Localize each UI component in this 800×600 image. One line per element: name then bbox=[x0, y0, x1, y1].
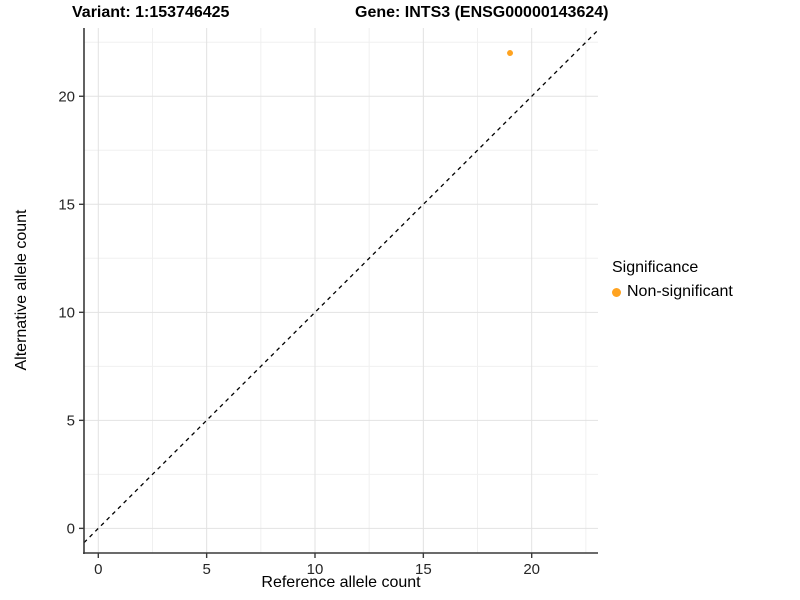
x-tick-label: 5 bbox=[202, 561, 210, 578]
y-tick-label: 15 bbox=[58, 196, 75, 213]
x-tick-label: 10 bbox=[307, 561, 324, 578]
legend-item: Non-significant bbox=[612, 283, 733, 301]
y-tick-label: 5 bbox=[67, 412, 75, 429]
y-tick-label: 20 bbox=[58, 88, 75, 105]
x-tick-label: 15 bbox=[415, 561, 432, 578]
y-axis-title: Alternative allele count bbox=[13, 209, 30, 371]
identity-line bbox=[83, 29, 599, 544]
legend: Significance Non-significant bbox=[612, 259, 733, 301]
dot-icon bbox=[612, 287, 621, 297]
x-tick-label: 0 bbox=[94, 561, 102, 578]
x-tick-label: 20 bbox=[523, 561, 540, 578]
variant-title: Variant: 1:153746425 bbox=[72, 4, 230, 21]
y-tick-label: 10 bbox=[58, 304, 75, 321]
legend-title: Significance bbox=[612, 259, 699, 276]
legend-item-label: Non-significant bbox=[627, 283, 733, 300]
data-point bbox=[507, 50, 514, 57]
y-tick-label: 0 bbox=[67, 520, 75, 537]
x-axis-title: Reference allele count bbox=[261, 574, 421, 591]
gene-title: Gene: INTS3 (ENSG00000143624) bbox=[355, 4, 609, 21]
